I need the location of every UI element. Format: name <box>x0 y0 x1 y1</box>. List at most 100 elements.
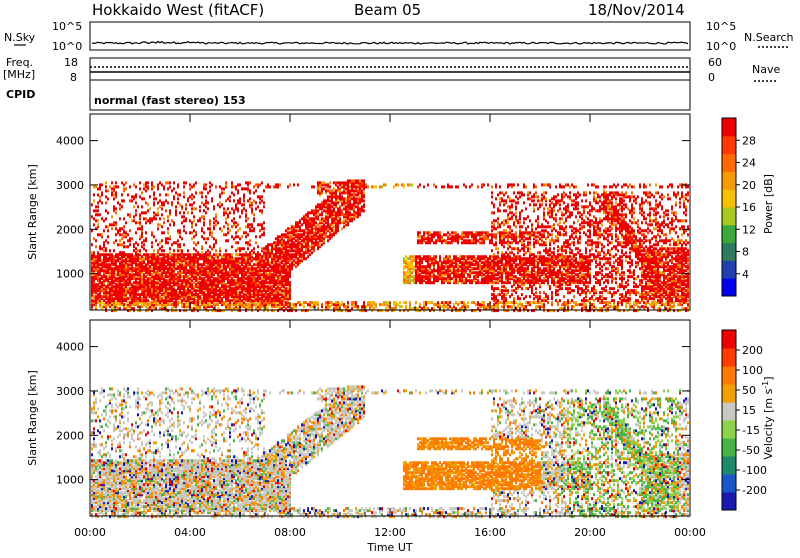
echo-cell <box>353 179 355 182</box>
echo-cell <box>145 221 147 224</box>
nsky-trace <box>92 41 688 44</box>
echo-cell <box>435 303 437 306</box>
echo-cell <box>455 255 457 258</box>
echo-cell <box>165 181 167 184</box>
echo-cell <box>261 195 263 198</box>
echo-cell <box>237 223 239 226</box>
echo-cell <box>321 217 323 220</box>
echo-cell <box>431 257 433 260</box>
echo-cell <box>97 219 99 222</box>
echo-cell <box>341 209 343 212</box>
echo-cell <box>115 233 117 236</box>
echo-cell <box>259 229 261 232</box>
echo-cell <box>479 303 481 306</box>
echo-cell <box>179 243 181 246</box>
echo-cell <box>347 179 349 182</box>
echo-cell <box>493 253 495 256</box>
echo-cell <box>363 301 365 304</box>
echo-cell <box>213 237 215 240</box>
echo-cell <box>297 229 299 232</box>
echo-cell <box>197 293 199 296</box>
echo-cell <box>247 247 249 250</box>
echo-cell <box>211 183 213 186</box>
echo-cell <box>491 221 493 224</box>
echo-cell <box>237 235 239 238</box>
echo-cell <box>197 241 199 244</box>
echo-cell <box>235 241 237 244</box>
echo-cell <box>203 203 205 206</box>
echo-cell <box>95 213 97 216</box>
echo-cell <box>189 289 191 292</box>
echo-cell <box>141 241 143 244</box>
echo-cell <box>163 275 165 278</box>
echo-cell <box>169 247 171 250</box>
echo-cell <box>177 197 179 200</box>
echo-cell <box>127 301 129 304</box>
echo-cell <box>93 209 95 212</box>
echo-cell <box>91 251 93 254</box>
echo-cell <box>143 247 145 250</box>
echo-cell <box>297 221 299 224</box>
echo-cell <box>301 223 303 226</box>
echo-cell <box>309 253 311 256</box>
echo-cell <box>119 261 121 264</box>
echo-cell <box>215 239 217 242</box>
echo-cell <box>95 205 97 208</box>
echo-cell <box>241 295 243 298</box>
echo-cell <box>411 259 413 262</box>
echo-cell <box>205 293 207 296</box>
echo-cell <box>153 253 155 256</box>
echo-cell <box>239 277 241 280</box>
echo-cell <box>95 209 97 212</box>
echo-cell <box>163 221 165 224</box>
echo-cell <box>475 271 477 274</box>
echo-cell <box>251 201 253 204</box>
echo-cell <box>355 197 357 200</box>
echo-cell <box>479 255 481 258</box>
echo-cell <box>113 221 115 224</box>
echo-cell <box>491 185 493 188</box>
echo-cell <box>173 181 175 184</box>
echo-cell <box>239 237 241 240</box>
echo-cell <box>253 263 255 266</box>
echo-cell <box>313 217 315 220</box>
echo-cell <box>117 185 119 188</box>
echo-cell <box>101 191 103 194</box>
echo-cell <box>359 179 361 182</box>
echo-cell <box>249 267 251 270</box>
echo-cell <box>171 285 173 288</box>
echo-cell <box>449 273 451 276</box>
echo-cell <box>237 253 239 256</box>
echo-cell <box>191 193 193 196</box>
echo-cell <box>139 235 141 238</box>
echo-cell <box>305 257 307 260</box>
echo-cell <box>199 209 201 212</box>
echo-cell <box>253 185 255 188</box>
echo-cell <box>445 239 447 242</box>
echo-cell <box>279 297 281 300</box>
echo-cell <box>257 223 259 226</box>
echo-cell <box>121 283 123 286</box>
echo-cell <box>415 269 417 272</box>
echo-cell <box>129 301 131 304</box>
echo-cell <box>143 187 145 190</box>
echo-cell <box>319 225 321 228</box>
echo-cell <box>361 205 363 208</box>
echo-cell <box>223 207 225 210</box>
echo-cell <box>199 301 201 304</box>
echo-cell <box>337 195 339 198</box>
echo-cell <box>161 257 163 260</box>
echo-cell <box>423 275 425 278</box>
echo-cell <box>361 305 363 308</box>
echo-cell <box>475 303 477 306</box>
echo-cell <box>225 249 227 252</box>
echo-cell <box>329 199 331 202</box>
echo-cell <box>151 231 153 234</box>
echo-cell <box>293 225 295 228</box>
echo-cell <box>445 255 447 258</box>
echo-cell <box>261 181 263 184</box>
echo-cell <box>267 273 269 276</box>
echo-cell <box>149 207 151 210</box>
echo-cell <box>127 245 129 248</box>
echo-cell <box>333 207 335 210</box>
